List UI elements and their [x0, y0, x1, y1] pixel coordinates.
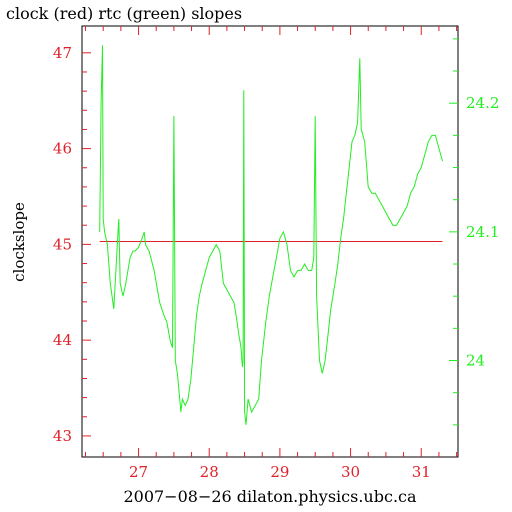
- tick-marks: [82, 26, 458, 457]
- x-axis-label: 2007−08−26 dilaton.physics.ubc.ca: [123, 487, 417, 506]
- y-left-tick-label: 43: [53, 427, 72, 445]
- y-axis-label: clockslope: [10, 202, 28, 282]
- x-tick-label: 28: [200, 463, 219, 481]
- y-left-tick-label: 46: [53, 140, 72, 158]
- chart-title: clock (red) rtc (green) slopes: [6, 4, 242, 23]
- y-right-tick-label: 24: [466, 352, 485, 370]
- x-tick-label: 30: [341, 463, 360, 481]
- x-tick-label: 31: [412, 463, 431, 481]
- y-left-tick-label: 47: [53, 44, 72, 62]
- y-right-tick-label: 24.2: [466, 94, 499, 112]
- rtc-slope-line: [99, 45, 443, 425]
- tick-labels: 43 44 45 46 47 24 24.1 24.2 27 28 29 30 31: [53, 44, 500, 481]
- y-left-tick-label: 45: [53, 235, 72, 253]
- x-tick-label: 29: [270, 463, 289, 481]
- x-tick-label: 27: [129, 463, 148, 481]
- y-right-tick-label: 24.1: [466, 223, 499, 241]
- y-left-tick-label: 44: [53, 331, 72, 349]
- series-layer: [99, 45, 443, 425]
